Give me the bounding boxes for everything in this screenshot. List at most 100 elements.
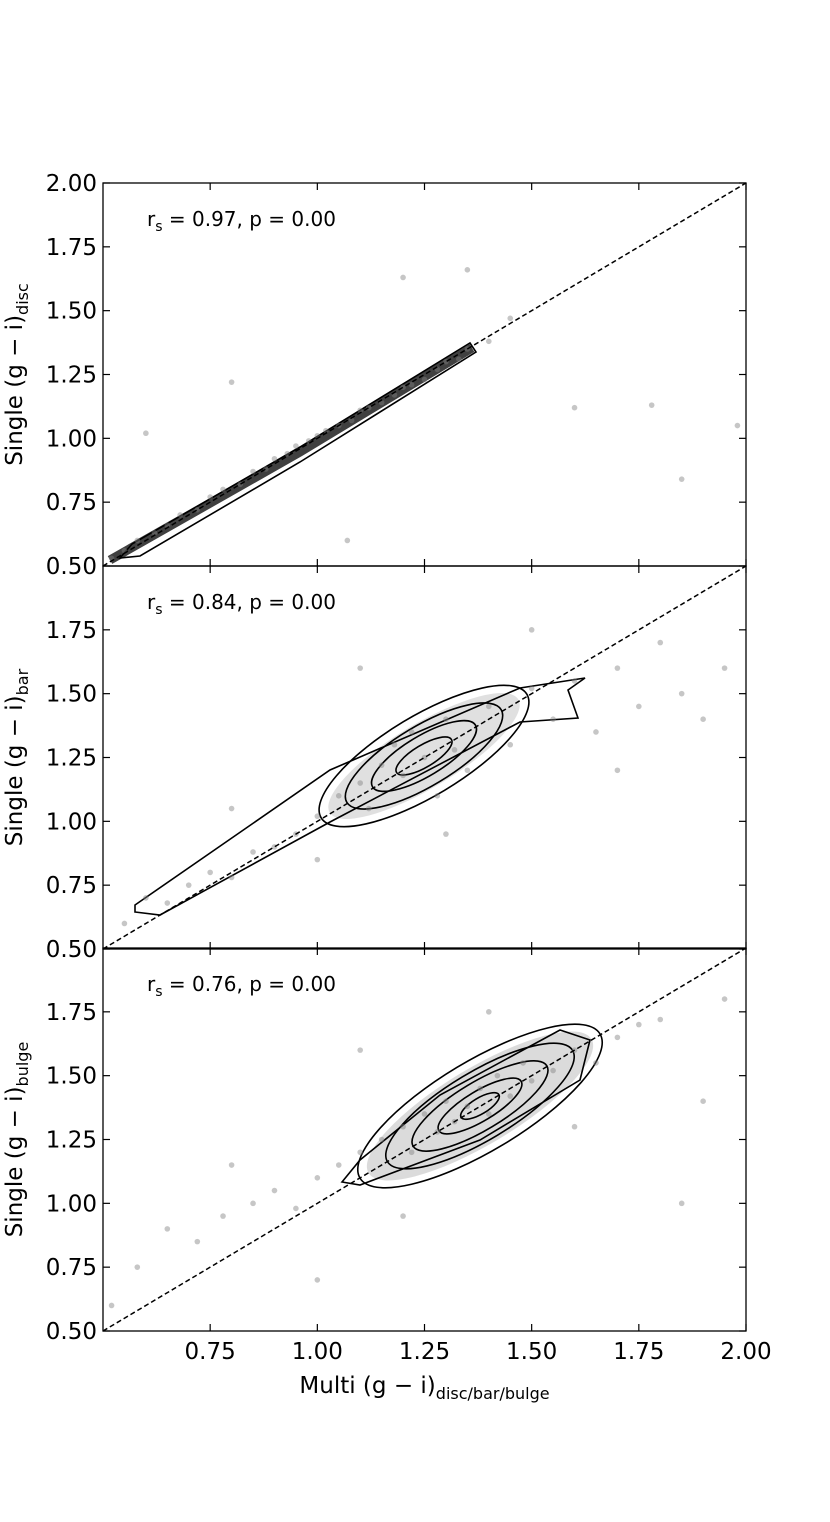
annotation-sub: s [155,602,162,618]
y-tick-label: 1.00 [46,809,97,835]
point [250,468,256,475]
y-axis-label-sub: bulge [13,1042,32,1087]
point [357,665,364,671]
annotation-text: = 0.84, p = 0.00 [163,590,336,614]
point [293,443,299,449]
identity-line [102,182,747,567]
point [400,772,406,779]
point [378,1136,385,1143]
point [451,747,458,753]
point [378,762,385,768]
point [348,417,355,424]
identity-line [102,565,747,950]
y-tick-label: 2.00 [46,171,97,197]
annotation-prefix: r [147,590,156,614]
point [121,920,128,927]
annotation-prefix: r [147,972,156,996]
point [314,856,321,863]
point [528,1077,535,1084]
point [357,780,364,786]
contour [318,684,530,828]
point [207,494,213,500]
point [721,996,728,1002]
point [443,716,449,722]
point [391,741,398,748]
point [721,665,728,671]
point [571,404,578,411]
point [648,402,655,408]
point [571,1123,578,1130]
point [486,703,492,710]
annotation-sub: s [155,984,162,1000]
annotation: rs = 0.97, p = 0.00 [147,207,336,235]
annotation-text: = 0.97, p = 0.00 [163,207,336,231]
x-tick-label: 1.50 [506,1339,557,1365]
point [293,1205,299,1212]
point [408,1149,415,1156]
point [700,716,706,722]
point [228,1162,235,1168]
point [528,685,535,692]
point [657,639,664,646]
point [571,678,578,684]
y-axis-label-main: Single (g − i) [2,695,28,846]
point [593,729,599,735]
point [486,1111,492,1117]
y-tick-label: 1.50 [46,1064,97,1090]
point [507,741,514,748]
annotation-prefix: r [147,207,156,231]
point [357,1149,364,1156]
y-axis-label-sub: bar [13,668,32,695]
point [164,1226,171,1232]
point [678,690,685,697]
point [228,379,235,385]
point [636,1021,642,1028]
point [335,1162,342,1168]
point [486,1009,492,1015]
point [344,537,351,544]
point [678,1200,685,1207]
point [400,1213,406,1219]
y-tick-label: 1.00 [46,1191,97,1217]
point [636,703,642,710]
y-tick-label: 1.75 [46,618,97,644]
panel: 0.50 0.75 1.00 1.25 1.50 1.75 2.00 rs = 0.97, p… [2,171,747,580]
y-axis-label-sub: disc [13,283,32,315]
point [220,486,226,493]
point [550,1067,556,1074]
y-tick-label: 1.75 [46,235,97,261]
point [614,665,621,671]
point [464,267,471,273]
point [271,1187,278,1194]
point [151,530,158,536]
point [271,455,278,462]
identity-line [102,947,747,1332]
y-tick-label: 1.25 [46,363,97,389]
point [455,356,462,362]
point [314,1175,321,1181]
point [614,1034,621,1041]
y-axis-label: Single (g − i)disc [2,283,32,466]
x-tick-label: 1.25 [399,1339,450,1365]
point [365,805,372,812]
point [464,1103,471,1110]
point [593,1060,599,1066]
contour [344,702,504,810]
x-axis-label-main: Multi (g − i) [299,1373,435,1399]
point [323,427,329,434]
point [400,274,406,281]
point [657,1016,664,1023]
point [614,767,621,774]
point [408,381,415,388]
annotation-sub: s [155,219,162,235]
point [443,1098,449,1104]
point [421,1111,428,1117]
density-contours [107,341,604,1189]
point [108,1302,115,1309]
y-tick-label: 1.00 [46,426,97,452]
point [734,422,741,429]
contour [134,677,586,916]
y-axis-label-main: Single (g − i) [2,1086,28,1237]
point [134,1264,141,1270]
